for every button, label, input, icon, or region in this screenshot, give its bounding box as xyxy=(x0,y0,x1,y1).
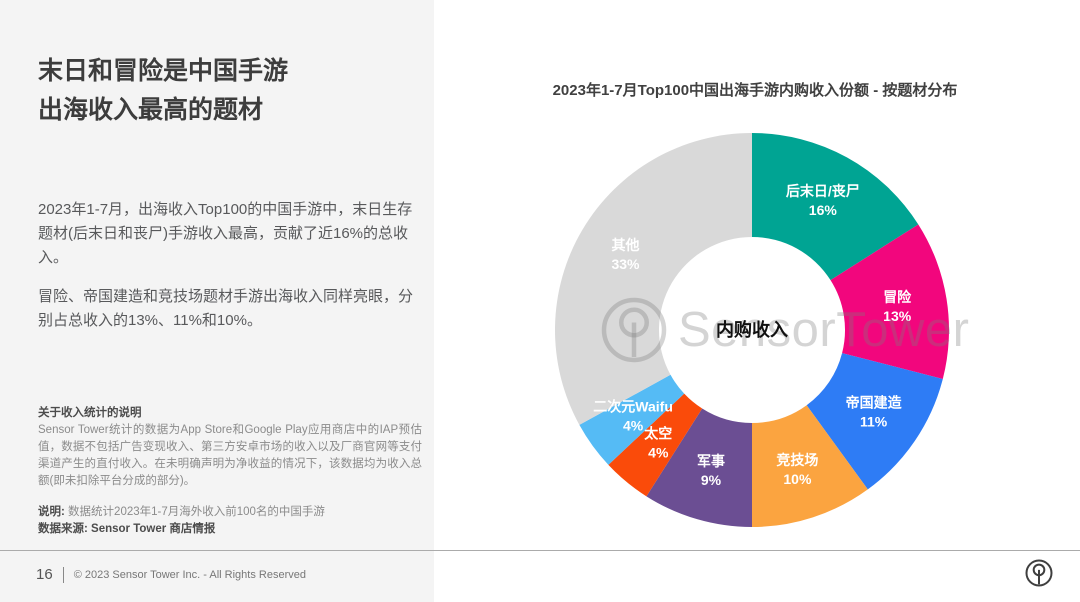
footer-separator xyxy=(62,566,64,583)
donut-segment-label-冒险: 冒险 13% xyxy=(883,289,912,324)
donut-segment-label-竞技场: 竞技场 10% xyxy=(776,452,818,487)
page-title: 末日和冒险是中国手游 出海收入最高的题材 xyxy=(38,57,289,124)
chart-title: 2023年1-7月Top100中国出海手游内购收入份额 - 按题材分布 xyxy=(552,82,958,99)
donut-chart: 后末日/丧尸 16% 冒险 13% 帝国建造 11% 竞技场 10% 军事 9% 太空 4%二次元Wa… xyxy=(554,133,949,527)
donut-segment-label-太空: 太空 4% xyxy=(644,425,672,460)
left-panel: 末日和冒险是中国手游 出海收入最高的题材 2023年1-7月，出海收入Top10… xyxy=(0,0,434,602)
donut-segment-二次元Waifu xyxy=(579,374,685,465)
donut-center-label: 内购收入 xyxy=(716,320,788,340)
donut-segment-军事 xyxy=(646,408,752,527)
body-paragraph-2: 冒险、帝国建造和竞技场题材手游出海收入同样亮眼，分别占总收入的13%、11%和1… xyxy=(38,288,414,329)
sensor-tower-logo-icon xyxy=(1025,559,1053,587)
donut-segment-label-军事: 军事 9% xyxy=(697,453,725,488)
notes-heading: 关于收入统计的说明 xyxy=(38,407,142,419)
donut-segment-太空 xyxy=(608,393,703,497)
donut-segment-label-其他: 其他 33% xyxy=(611,237,640,272)
donut-segment-label-二次元Waifu: 二次元Waifu 4% xyxy=(593,398,673,433)
data-source-line: 数据来源: Sensor Tower 商店情报 xyxy=(38,523,216,535)
donut-segment-其他 xyxy=(554,133,752,425)
notes-stat-text: 数据统计2023年1-7月海外收入前100名的中国手游 xyxy=(68,506,325,518)
donut-segment-竞技场 xyxy=(752,405,868,527)
body-paragraph-1: 2023年1-7月，出海收入Top100的中国手游中，末日生存题材(后末日和丧尸… xyxy=(38,201,413,266)
donut-segment-帝国建造 xyxy=(806,353,943,490)
page-number: 16 xyxy=(36,566,53,583)
notes-stat-line: 说明: 数据统计2023年1-7月海外收入前100名的中国手游 xyxy=(38,504,422,521)
footer: 16 © 2023 Sensor Tower Inc. - All Rights… xyxy=(36,566,306,583)
donut-segment-后末日/丧尸 xyxy=(752,133,919,281)
notes-section: 关于收入统计的说明 Sensor Tower统计的数据为App Store和Go… xyxy=(38,404,422,538)
footer-divider xyxy=(0,550,1080,551)
donut-segment-label-后末日/丧尸: 后末日/丧尸 16% xyxy=(786,183,860,218)
donut-segment-冒险 xyxy=(830,224,949,379)
notes-body: Sensor Tower统计的数据为App Store和Google Play应… xyxy=(38,424,422,487)
notes-stat-label: 说明: xyxy=(38,506,65,518)
donut-segment-label-帝国建造: 帝国建造 11% xyxy=(846,395,902,430)
copyright-text: © 2023 Sensor Tower Inc. - All Rights Re… xyxy=(73,568,306,581)
